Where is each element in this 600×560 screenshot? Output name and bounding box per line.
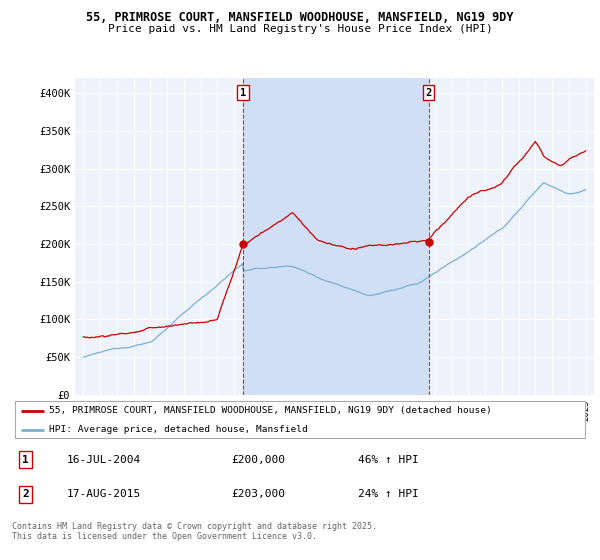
Text: Contains HM Land Registry data © Crown copyright and database right 2025.
This d: Contains HM Land Registry data © Crown c…	[12, 522, 377, 542]
Text: 46% ↑ HPI: 46% ↑ HPI	[358, 455, 418, 465]
Text: 55, PRIMROSE COURT, MANSFIELD WOODHOUSE, MANSFIELD, NG19 9DY (detached house): 55, PRIMROSE COURT, MANSFIELD WOODHOUSE,…	[49, 406, 492, 415]
Text: £203,000: £203,000	[231, 489, 285, 500]
Text: 16-JUL-2004: 16-JUL-2004	[67, 455, 141, 465]
Text: 1: 1	[22, 455, 29, 465]
Bar	[243, 78, 429, 395]
Text: 2: 2	[22, 489, 29, 500]
Text: 17-AUG-2015: 17-AUG-2015	[67, 489, 141, 500]
Text: £200,000: £200,000	[231, 455, 285, 465]
Text: 2: 2	[425, 87, 432, 97]
Text: 55, PRIMROSE COURT, MANSFIELD WOODHOUSE, MANSFIELD, NG19 9DY: 55, PRIMROSE COURT, MANSFIELD WOODHOUSE,…	[86, 11, 514, 24]
Text: 24% ↑ HPI: 24% ↑ HPI	[358, 489, 418, 500]
Text: HPI: Average price, detached house, Mansfield: HPI: Average price, detached house, Mans…	[49, 425, 308, 434]
Text: Price paid vs. HM Land Registry's House Price Index (HPI): Price paid vs. HM Land Registry's House …	[107, 24, 493, 34]
FancyBboxPatch shape	[15, 401, 585, 438]
Text: 1: 1	[240, 87, 246, 97]
